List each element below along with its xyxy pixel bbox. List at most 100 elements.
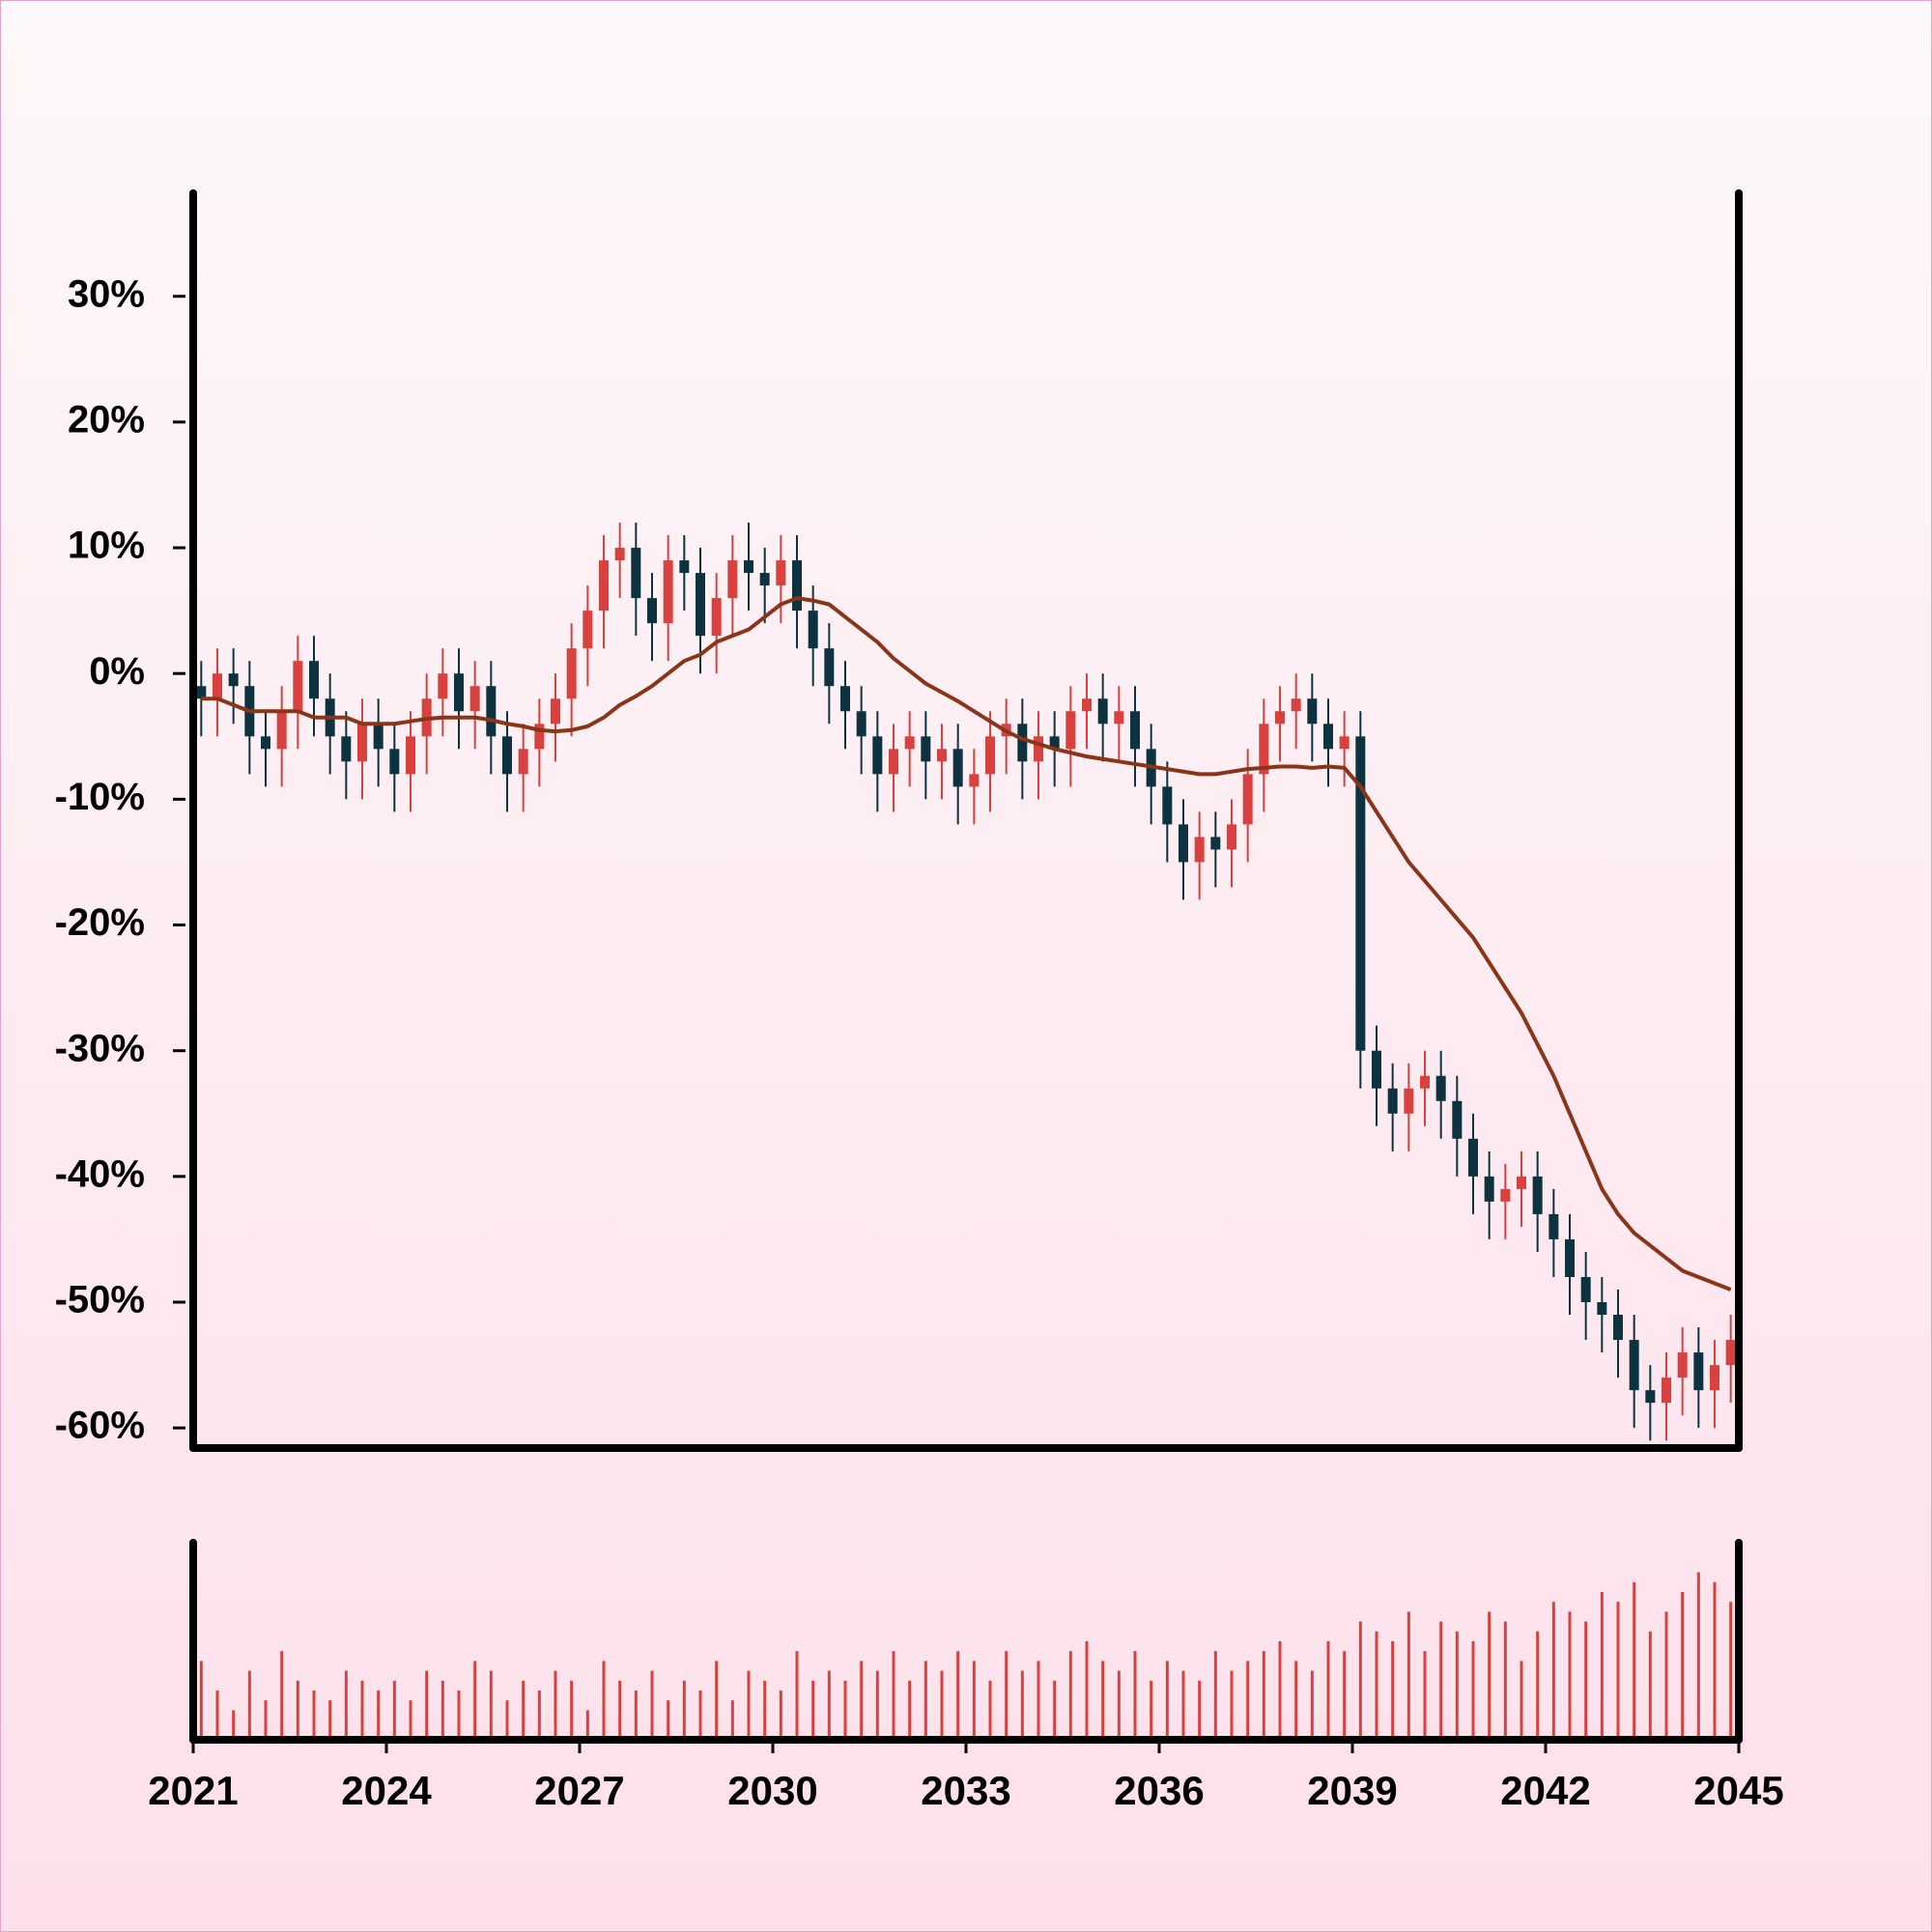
candle-body <box>534 724 545 750</box>
volume-bar <box>1068 1651 1072 1740</box>
candle-body <box>1517 1176 1526 1189</box>
candle-body <box>696 573 705 637</box>
volume-bar <box>1584 1621 1588 1740</box>
candle-body <box>889 749 898 775</box>
candle-body <box>614 548 625 561</box>
volume-bar <box>988 1680 992 1740</box>
volume-bar <box>1471 1641 1475 1740</box>
candle-body <box>744 560 753 574</box>
candle-body <box>1227 824 1236 850</box>
volume-bar <box>1005 1651 1009 1740</box>
volume-bar <box>425 1670 429 1740</box>
volume-bar <box>554 1670 557 1740</box>
volume-bar <box>1633 1581 1636 1740</box>
volume-bar <box>1117 1670 1121 1740</box>
candle-body <box>1210 837 1221 850</box>
volume-bar <box>457 1690 461 1740</box>
volume-bar <box>344 1670 348 1740</box>
y-tick-label: -20% <box>55 901 145 944</box>
volume-bar <box>860 1661 864 1740</box>
candle-body <box>1452 1100 1463 1139</box>
volume-bar <box>1278 1641 1282 1740</box>
x-tick-label: 2033 <box>921 1768 1010 1813</box>
volume-bar <box>1439 1621 1443 1740</box>
volume-bar <box>1681 1592 1685 1740</box>
volume-bar <box>1406 1611 1410 1740</box>
candle-body <box>921 736 931 762</box>
volume-bar <box>1488 1611 1492 1740</box>
y-tick-label: 20% <box>68 398 145 440</box>
y-tick-label: 10% <box>68 525 145 567</box>
volume-bar <box>1729 1602 1733 1740</box>
candle-body <box>759 573 770 586</box>
volume-bar <box>1648 1631 1652 1740</box>
volume-bar <box>1713 1581 1717 1740</box>
candle-body <box>276 711 287 750</box>
candle-body <box>904 736 915 750</box>
volume-bar <box>1568 1611 1572 1740</box>
volume-bar <box>1246 1661 1250 1740</box>
volume-bar <box>1101 1661 1105 1740</box>
candle-body <box>1082 698 1092 712</box>
volume-bar <box>570 1680 574 1740</box>
volume-bar <box>264 1700 268 1740</box>
volume-bar <box>1326 1641 1330 1740</box>
volume-bar <box>392 1680 396 1740</box>
candle-body <box>1049 736 1060 750</box>
volume-bar <box>360 1680 364 1740</box>
candle-body <box>1500 1188 1511 1202</box>
volume-bar <box>1358 1621 1362 1740</box>
volume-bar <box>827 1670 831 1740</box>
volume-bar <box>1520 1661 1523 1740</box>
volume-bar <box>923 1661 927 1740</box>
volume-bar <box>763 1680 767 1740</box>
candle-body <box>389 749 400 775</box>
volume-bar <box>215 1690 219 1740</box>
candle-body <box>1662 1378 1671 1404</box>
volume-bar <box>1230 1670 1234 1740</box>
volume-bar <box>585 1710 589 1740</box>
x-tick-label: 2024 <box>341 1768 432 1813</box>
volume-bar <box>440 1680 444 1740</box>
candle-body <box>1179 824 1188 863</box>
volume-bar <box>377 1690 381 1740</box>
candle-body <box>293 661 303 712</box>
candle-body <box>1468 1138 1478 1177</box>
candle-body <box>985 736 995 775</box>
volume-bar <box>1536 1631 1540 1740</box>
candle-body <box>1242 774 1253 825</box>
candle-body <box>792 560 802 611</box>
volume-bar <box>972 1661 976 1740</box>
volume-bar <box>1165 1661 1169 1740</box>
volume-bar <box>199 1661 203 1740</box>
volume-bar <box>489 1670 493 1740</box>
volume-bar <box>875 1670 879 1740</box>
candle-body <box>1259 724 1269 775</box>
volume-bar <box>312 1690 316 1740</box>
candle-body <box>341 736 352 762</box>
candle-body <box>566 648 577 699</box>
candle-body <box>1097 698 1108 724</box>
candle-body <box>1307 698 1318 724</box>
candle-body <box>727 560 738 599</box>
volume-bar <box>1020 1670 1024 1740</box>
candle-body <box>872 736 883 775</box>
candle-body <box>808 611 818 649</box>
candle-body <box>969 774 980 787</box>
candle-body <box>1725 1340 1736 1366</box>
volume-bar <box>1503 1621 1507 1740</box>
x-tick-label: 2021 <box>148 1768 238 1813</box>
candle-body <box>1339 736 1350 750</box>
volume-bar <box>1294 1661 1298 1740</box>
candle-body <box>438 673 448 699</box>
volume-bar <box>1085 1641 1089 1740</box>
volume-bar <box>1616 1602 1620 1740</box>
volume-bar <box>1375 1631 1378 1740</box>
y-tick-label: -40% <box>55 1152 145 1195</box>
candle-body <box>599 560 609 611</box>
volume-bar <box>779 1690 782 1740</box>
candle-body <box>1275 711 1285 724</box>
candle-body <box>1597 1302 1607 1316</box>
volume-bar <box>1198 1680 1202 1740</box>
y-tick-label: -50% <box>55 1279 145 1321</box>
